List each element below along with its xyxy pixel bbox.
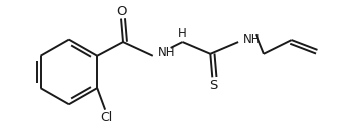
Text: Cl: Cl (100, 111, 112, 124)
Text: H: H (178, 27, 187, 40)
Text: S: S (209, 79, 217, 92)
Text: NH: NH (243, 33, 261, 46)
Text: O: O (116, 5, 126, 18)
Text: NH: NH (158, 46, 175, 59)
